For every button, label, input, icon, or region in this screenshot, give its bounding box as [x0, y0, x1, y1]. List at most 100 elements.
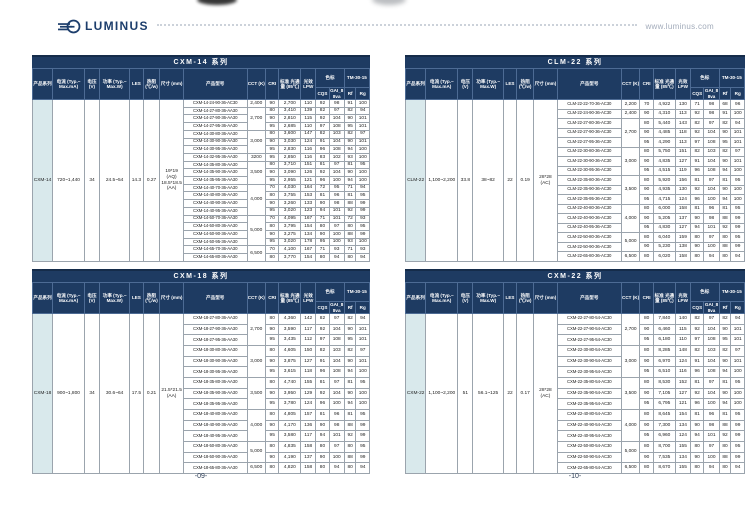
cell-cqs: 82: [689, 313, 705, 325]
luminus-logo: LUMINUS: [58, 19, 149, 34]
cell-flux: 3,410: [278, 106, 302, 116]
cell-cqs: 92: [689, 387, 705, 400]
cell-flux: 3,435: [278, 334, 302, 346]
cell-flux: 4,030: [278, 183, 302, 193]
cell-model: CXM-18-30-80-36-AA30: [182, 344, 248, 357]
cell-rg: 99: [730, 430, 745, 442]
cell-model: CXM-14-24-90-36-AC30: [182, 99, 248, 108]
cell-rf: 88: [343, 199, 357, 208]
cell-rg: 97: [730, 146, 745, 158]
cell-gai: 100: [703, 451, 720, 464]
cell-gai: 104: [328, 323, 345, 336]
table-row: CXM-22-27-95-54-AC30 95 6,180 110 97 108 95 101: [406, 334, 745, 346]
cell-model: CXM-14-50-80-36-AA30: [182, 222, 248, 231]
cell-model: CXM-22-27-95-54-AC30: [556, 334, 622, 346]
cell-model: CLM-22-40-90-36-AC30: [556, 213, 622, 224]
cell-flux: 4,715: [652, 194, 676, 205]
table-row: CLM-22-30-80-36-AC30 3,000 80 5,750 151 82 103…: [406, 146, 745, 177]
cell-flux: 3,275: [278, 229, 302, 239]
cell-gai: 104: [328, 114, 345, 124]
table-clm-22-body: 产品系列 电流 (Typ.~ Max.mA) 电压 (V) 功率 (Typ.~ Max…: [405, 68, 745, 262]
cell-rf: 88: [718, 213, 732, 224]
page-number-left: -09-: [194, 473, 208, 480]
table-row: CXM-14-27-80-36-AA30 2,700 80 3,410 139 82 97 8…: [33, 106, 370, 131]
cell-cqs: 82: [315, 129, 330, 139]
cell-gai: 104: [328, 168, 345, 178]
col-thermal: 热阻 (℃/w): [516, 68, 535, 100]
cell-flux: 3,710: [278, 160, 302, 170]
cell-rg: 95: [355, 160, 370, 170]
cell-flux: 6,040: [652, 232, 676, 243]
cell-rf: 90: [718, 355, 732, 368]
col-rf: Rf: [343, 87, 357, 100]
col-rf: Rf: [718, 87, 732, 100]
cell-rf: 80: [718, 251, 732, 262]
cell-rf: 81: [718, 376, 732, 389]
cell-model: CXM-14-65-80-36-AA30: [182, 253, 248, 262]
cell-rg: 99: [355, 206, 370, 216]
cell-rg: 100: [355, 387, 370, 400]
cell-cct: 3,000: [620, 146, 641, 177]
cell-cqs: 81: [689, 175, 705, 186]
cell-cqs: 92: [315, 168, 330, 178]
cell-rf: 81: [718, 175, 732, 186]
cell-cct: 2,700: [620, 313, 641, 346]
spec-table: 产品系列 电流 (Typ.~ Max.mA) 电压 (V) 功率 (Typ.~ Max…: [32, 282, 370, 474]
cell-cri: 80: [639, 203, 654, 215]
col-thermal: 热阻 (℃/w): [142, 68, 161, 100]
cell-cri: 80: [264, 440, 280, 453]
cell-flux: 7,535: [652, 451, 676, 464]
website-url[interactable]: www.luminus.com: [645, 21, 714, 31]
table-row: CLM-22-50-90-36-AC30 90 5,230 138 90 100 88 99: [406, 241, 745, 253]
cell-series: CLM-22: [405, 99, 427, 262]
col-lpw: 光效 LPW: [300, 282, 317, 314]
cell-model: CLM-22-27-90-36-AC30: [556, 127, 622, 139]
table-row: CLM-22-50-80-36-AC30 5,000 80 6,040 159 80 97 8…: [406, 232, 745, 253]
cell-cri: 70: [639, 99, 654, 110]
col-tm30-group: TM-30-15: [718, 68, 745, 88]
cell-gai: 100: [703, 194, 720, 205]
cell-cqs: 91: [315, 355, 330, 368]
cell-rg: 95: [355, 440, 370, 453]
cell-flux: 6,020: [652, 251, 676, 262]
cell-lpw: 129: [300, 387, 317, 400]
cell-cri: 90: [639, 323, 654, 336]
cell-flux: 2,850: [278, 152, 302, 162]
cell-cqs: 96: [315, 145, 330, 154]
col-cct: CCT (K): [246, 282, 267, 314]
table-title: CXM-22 系列: [405, 269, 745, 282]
col-les: LES: [129, 68, 144, 100]
cell-flux: 4,820: [278, 462, 302, 474]
cell-rg: 97: [355, 129, 370, 139]
cell-flux: 4,290: [652, 137, 676, 148]
cell-cri: 95: [264, 366, 280, 378]
cell-cqs: 92: [315, 323, 330, 336]
cell-flux: 4,835: [652, 156, 676, 167]
cell-gai: 108: [703, 137, 720, 148]
cell-cct: 5,000: [246, 440, 267, 464]
cell-cqs: 82: [315, 313, 330, 325]
cell-gai: 100: [703, 398, 720, 410]
cell-cri: 90: [639, 213, 654, 224]
table-row: CXM-22-65-80-54-AC30 6,500 80 8,670 155 80 94 8…: [406, 462, 745, 474]
cell-rf: 94: [718, 165, 732, 177]
cell-rg: 93: [355, 214, 370, 224]
col-voltage: 电压 (V): [83, 68, 101, 100]
cell-model: CXM-22-40-95-54-AC30: [556, 430, 622, 442]
cell-cri: 95: [264, 145, 280, 154]
table-cxm-22-body: 产品系列 电流 (Typ.~ Max.mA) 电压 (V) 功率 (Typ.~ Max…: [405, 282, 745, 474]
cell-rf: 90: [718, 156, 732, 167]
col-size: 尺寸 (mm): [533, 68, 558, 100]
cell-lpw: 115: [674, 323, 691, 336]
cell-lpw: 159: [674, 232, 691, 243]
cell-flux: 4,360: [278, 313, 302, 325]
cell-rf: 95: [343, 334, 357, 346]
table-row: CXM-22-27-90-54-AC30 90 6,460 115 92 104 90 101: [406, 323, 745, 336]
cell-gai: 94: [328, 253, 345, 262]
cell-rg: 97: [355, 344, 370, 357]
cell-rf: 72: [343, 214, 357, 224]
cell-cqs: 82: [315, 106, 330, 116]
cell-cri: 95: [264, 334, 280, 346]
cell-cri: 90: [264, 355, 280, 368]
cell-cqs: 80: [689, 232, 705, 243]
